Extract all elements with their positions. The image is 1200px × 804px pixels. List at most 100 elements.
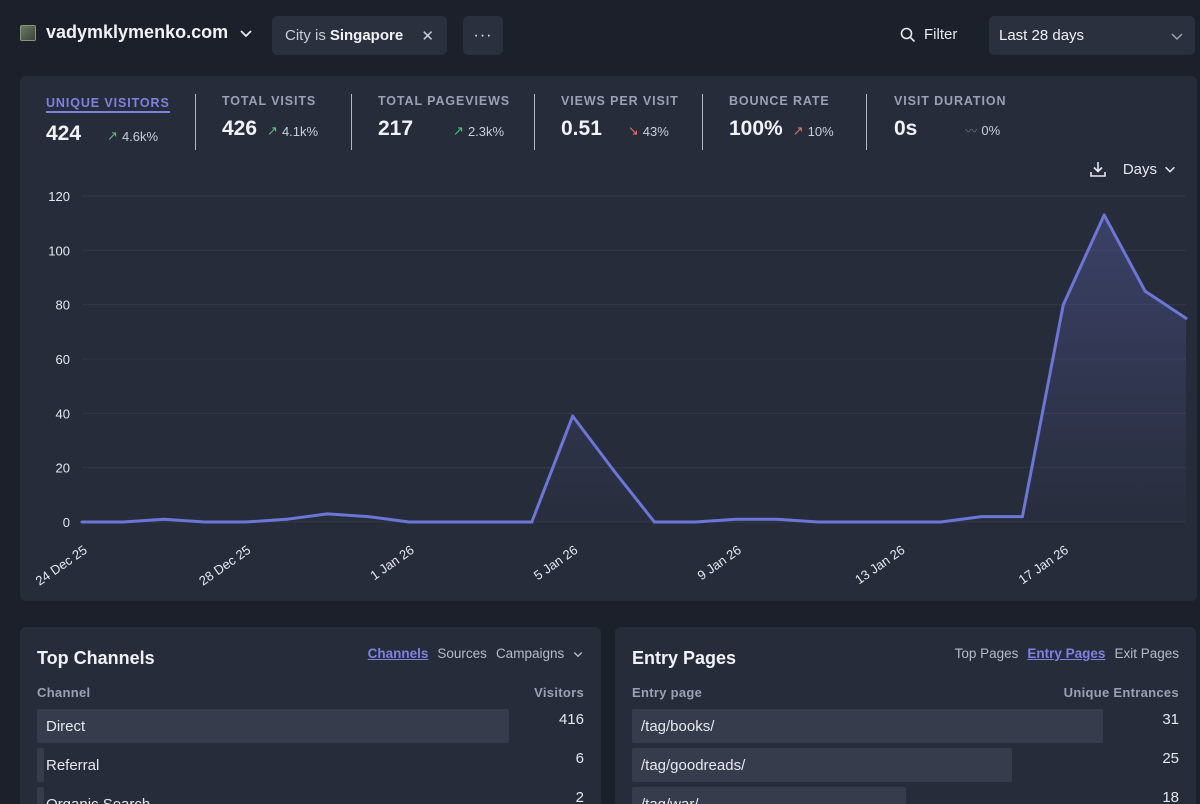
stat-label: Bounce rate xyxy=(729,94,830,108)
data-point[interactable] xyxy=(325,512,329,516)
stat-divider xyxy=(534,94,535,150)
arrow-up-icon: ↗ xyxy=(107,128,118,143)
tab-top-pages[interactable]: Top Pages xyxy=(954,646,1019,661)
row-label[interactable]: /tag/goodreads/ xyxy=(641,757,746,774)
x-tick-label: 13 Jan 26 xyxy=(852,542,907,587)
top-channels-panel: Top Channels Channels Sources Campaigns … xyxy=(20,627,601,804)
search-icon xyxy=(900,27,916,42)
row-label[interactable]: Organic Search xyxy=(46,796,150,804)
table-row[interactable]: /tag/books/31 xyxy=(632,709,1179,748)
top-bar: vadymklymenko.com City is Singapore ✕ ··… xyxy=(0,0,1200,72)
filter-button-label: Filter xyxy=(924,26,958,43)
date-range-label: Last 28 days xyxy=(999,27,1085,44)
data-point[interactable] xyxy=(1184,316,1188,320)
flat-trend-icon: 〰 xyxy=(965,124,978,138)
column-header-visitors: Visitors xyxy=(534,685,584,700)
row-value: 25 xyxy=(1162,750,1179,767)
data-point[interactable] xyxy=(366,515,370,519)
row-bar xyxy=(37,748,45,782)
data-point[interactable] xyxy=(244,520,248,524)
row-label[interactable]: /tag/war/ xyxy=(641,796,699,804)
row-bar xyxy=(632,748,1012,782)
panel-title: Entry Pages xyxy=(632,648,737,668)
tab-channels[interactable]: Channels xyxy=(367,646,429,661)
tab-sources[interactable]: Sources xyxy=(437,646,487,661)
row-value: 18 xyxy=(1162,789,1179,804)
data-point[interactable] xyxy=(1143,289,1147,293)
data-point[interactable] xyxy=(980,515,984,519)
chevron-down-icon xyxy=(573,652,583,658)
data-point[interactable] xyxy=(80,520,84,524)
data-point[interactable] xyxy=(121,520,125,524)
interval-select[interactable]: Days xyxy=(1123,161,1177,178)
tab-exit-pages[interactable]: Exit Pages xyxy=(1114,646,1179,661)
chart-tools: Days xyxy=(1089,160,1177,178)
site-switcher[interactable]: vadymklymenko.com xyxy=(20,22,254,43)
data-point[interactable] xyxy=(898,520,902,524)
stat-change: ↗ 10% xyxy=(792,123,834,139)
table-row[interactable]: Organic Search 2 xyxy=(37,787,584,804)
active-filter-pill[interactable]: City is Singapore ✕ xyxy=(272,16,447,55)
visitors-chart[interactable]: 0 20 40 60 80 100 120 24 Dec 25 28 Dec 25 1 Jan … xyxy=(20,76,1197,601)
row-value: 6 xyxy=(575,750,584,767)
stat-label: Total visits xyxy=(222,94,317,108)
data-point[interactable] xyxy=(612,468,616,472)
stat-total-pageviews[interactable]: Total pageviews 217 ↗ 2.3k% xyxy=(378,94,510,152)
table-row[interactable]: Referral 6 xyxy=(37,748,584,787)
close-icon[interactable]: ✕ xyxy=(421,27,434,45)
data-point[interactable] xyxy=(530,520,534,524)
column-header-entry-page: Entry page xyxy=(632,685,703,700)
stat-label: Unique visitors xyxy=(46,96,170,113)
data-point[interactable] xyxy=(407,520,411,524)
x-tick-label: 5 Jan 26 xyxy=(531,542,580,583)
data-point[interactable] xyxy=(775,517,779,521)
data-point[interactable] xyxy=(734,517,738,521)
arrow-down-icon: ↘ xyxy=(627,123,639,138)
stat-views-per-visit[interactable]: Views per visit 0.51 ↘ 43% xyxy=(561,94,679,152)
x-tick-label: 24 Dec 25 xyxy=(33,542,90,588)
stat-value: 426 xyxy=(222,117,258,140)
table-row[interactable]: Direct 416 xyxy=(37,709,584,748)
data-point[interactable] xyxy=(162,517,166,521)
data-point[interactable] xyxy=(857,520,861,524)
table-row[interactable]: /tag/goodreads/25 xyxy=(632,748,1179,787)
data-point[interactable] xyxy=(489,520,493,524)
data-point[interactable] xyxy=(652,520,656,524)
stat-bounce-rate[interactable]: Bounce rate 100% ↗ 10% xyxy=(729,94,834,152)
tab-campaigns[interactable]: Campaigns xyxy=(496,646,584,661)
column-header-channel: Channel xyxy=(37,685,91,700)
filter-button[interactable]: Filter xyxy=(900,26,957,43)
data-point[interactable] xyxy=(284,517,288,521)
download-icon[interactable] xyxy=(1089,160,1107,178)
stat-divider xyxy=(351,94,352,150)
data-point[interactable] xyxy=(203,520,207,524)
stat-change: 〰 0% xyxy=(965,123,1001,138)
stat-unique-visitors[interactable]: Unique visitors 424 ↗ 4.6k% xyxy=(46,94,170,152)
data-point[interactable] xyxy=(939,520,943,524)
tab-entry-pages[interactable]: Entry Pages xyxy=(1027,646,1106,661)
stat-total-visits[interactable]: Total visits 426 ↗ 4.1k% xyxy=(222,94,318,152)
data-point[interactable] xyxy=(693,520,697,524)
data-point[interactable] xyxy=(1061,303,1065,307)
more-options-button[interactable]: ··· xyxy=(463,16,503,55)
x-tick-label: 17 Jan 26 xyxy=(1016,542,1071,587)
row-value: 31 xyxy=(1162,711,1179,728)
row-label[interactable]: Referral xyxy=(46,757,100,774)
data-point[interactable] xyxy=(1102,213,1106,217)
data-point[interactable] xyxy=(816,520,820,524)
panel-tabs: Top Pages Entry Pages Exit Pages xyxy=(955,646,1179,661)
chart-line-series xyxy=(82,213,1187,524)
data-point[interactable] xyxy=(1020,515,1024,519)
row-label[interactable]: Direct xyxy=(46,718,86,735)
date-range-select[interactable]: Last 28 days xyxy=(989,16,1195,55)
stat-visit-duration[interactable]: Visit duration 0s 〰 0% xyxy=(894,94,1006,152)
data-point[interactable] xyxy=(448,520,452,524)
x-tick-label: 9 Jan 26 xyxy=(694,542,743,583)
table-row[interactable]: /tag/war/18 xyxy=(632,787,1179,804)
data-point[interactable] xyxy=(571,414,575,418)
arrow-up-icon: ↗ xyxy=(792,123,804,138)
stat-change: ↗ 2.3k% xyxy=(453,123,505,139)
stat-divider xyxy=(866,94,867,150)
stat-value: 100% xyxy=(729,117,783,140)
row-label[interactable]: /tag/books/ xyxy=(641,718,715,735)
